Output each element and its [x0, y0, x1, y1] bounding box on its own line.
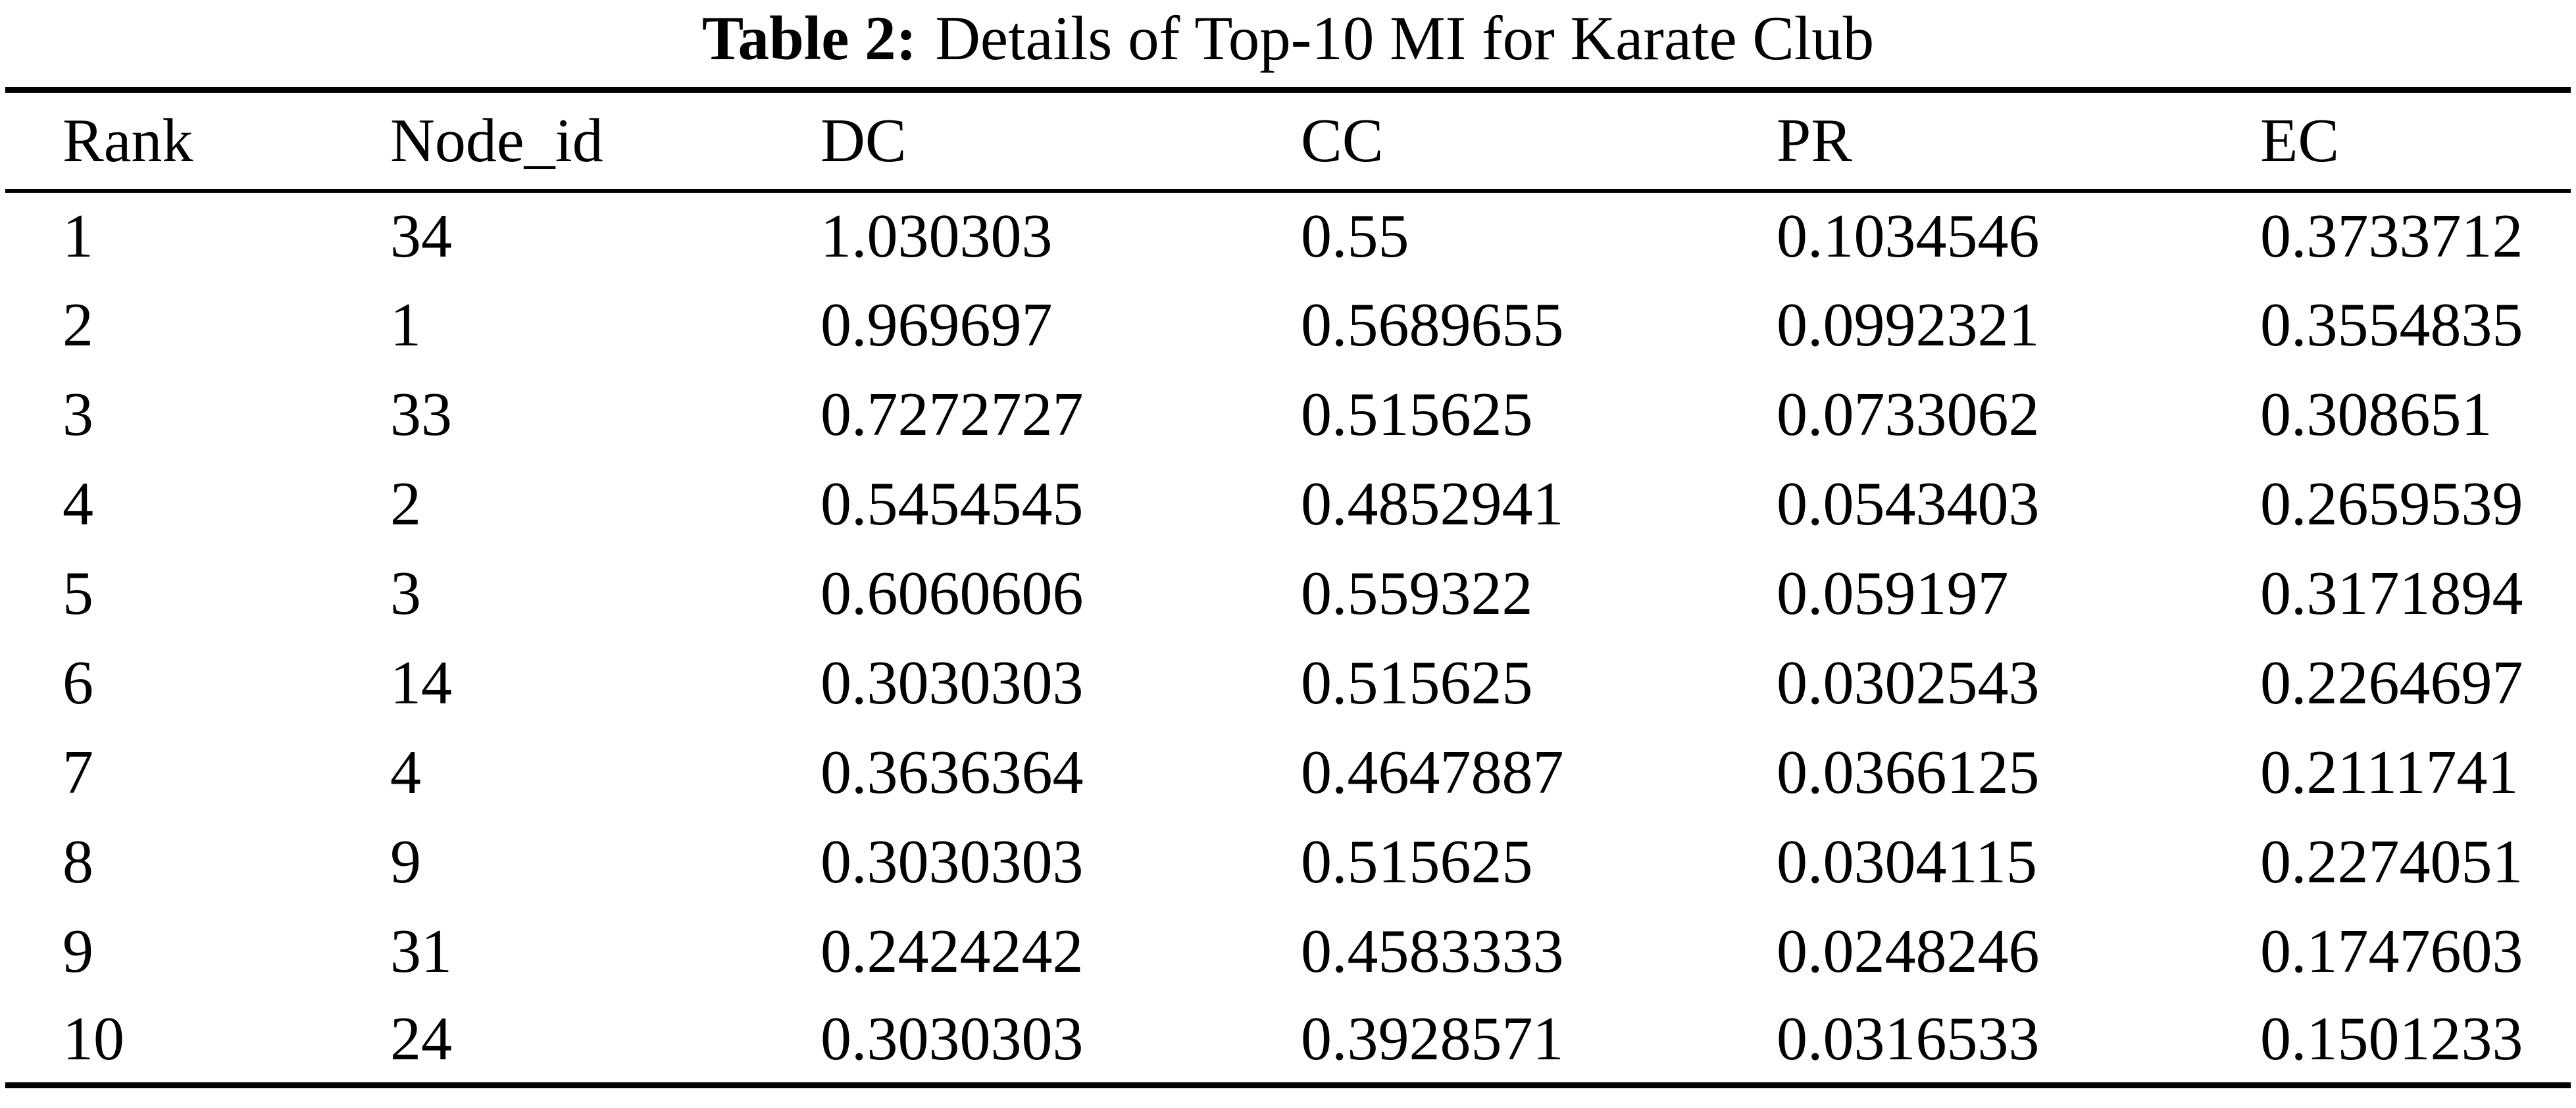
cell-dc: 0.2424242 — [821, 917, 1084, 986]
cell-cc: 0.3928571 — [1301, 1005, 1564, 1074]
table-row: 7 4 0.3636364 0.4647887 0.0366125 0.2111… — [5, 728, 2571, 817]
cell-node-id: 4 — [390, 738, 421, 807]
cell-pr: 0.0302543 — [1777, 648, 2040, 717]
cell-pr: 0.0992321 — [1777, 290, 2040, 359]
table-row: 3 33 0.7272727 0.515625 0.0733062 0.3086… — [5, 370, 2571, 459]
cell-cc: 0.515625 — [1301, 827, 1533, 896]
cell-rank: 9 — [63, 917, 93, 986]
mi-table: Rank Node_id DC CC PR EC 1 34 1.030303 0… — [5, 87, 2571, 1088]
column-header-dc: DC — [821, 106, 907, 175]
cell-rank: 10 — [63, 1005, 124, 1074]
cell-dc: 0.5454545 — [821, 469, 1084, 538]
table-row: 2 1 0.969697 0.5689655 0.0992321 0.35548… — [5, 280, 2571, 370]
cell-pr: 0.0366125 — [1777, 738, 2040, 807]
cell-cc: 0.4647887 — [1301, 738, 1564, 807]
cell-pr: 0.1034546 — [1777, 202, 2040, 270]
cell-ec: 0.2659539 — [2260, 469, 2523, 538]
column-header-cc: CC — [1301, 106, 1384, 175]
cell-ec: 0.3554835 — [2260, 290, 2523, 359]
table-header-row: Rank Node_id DC CC PR EC — [5, 90, 2571, 191]
cell-rank: 7 — [63, 738, 93, 807]
cell-rank: 8 — [63, 827, 93, 896]
cell-cc: 0.4852941 — [1301, 469, 1564, 538]
cell-rank: 4 — [63, 469, 93, 538]
cell-cc: 0.515625 — [1301, 648, 1533, 717]
table-row: 8 9 0.3030303 0.515625 0.0304115 0.22740… — [5, 817, 2571, 907]
cell-ec: 0.2274051 — [2260, 827, 2523, 896]
cell-ec: 0.1747603 — [2260, 917, 2523, 986]
column-header-rank: Rank — [63, 106, 193, 175]
table-row: 4 2 0.5454545 0.4852941 0.0543403 0.2659… — [5, 459, 2571, 549]
cell-node-id: 3 — [390, 559, 421, 628]
cell-rank: 1 — [63, 202, 93, 270]
cell-pr: 0.059197 — [1777, 559, 2009, 628]
cell-node-id: 9 — [390, 827, 421, 896]
cell-node-id: 33 — [390, 380, 452, 449]
cell-ec: 0.308651 — [2260, 380, 2492, 449]
cell-dc: 0.3636364 — [821, 738, 1084, 807]
cell-cc: 0.5689655 — [1301, 290, 1564, 359]
cell-ec: 0.2264697 — [2260, 648, 2523, 717]
cell-dc: 1.030303 — [821, 202, 1053, 270]
cell-ec: 0.2111741 — [2260, 738, 2519, 807]
table-body: 1 34 1.030303 0.55 0.1034546 0.3733712 2… — [5, 191, 2571, 1086]
cell-dc: 0.3030303 — [821, 1005, 1084, 1074]
table-row: 10 24 0.3030303 0.3928571 0.0316533 0.15… — [5, 996, 2571, 1086]
table-caption: Table 2: Details of Top-10 MI for Karate … — [0, 0, 2576, 87]
cell-node-id: 24 — [390, 1005, 452, 1074]
cell-dc: 0.6060606 — [821, 559, 1084, 628]
cell-node-id: 34 — [390, 202, 452, 270]
cell-rank: 3 — [63, 380, 93, 449]
column-header-ec: EC — [2260, 106, 2340, 175]
cell-pr: 0.0733062 — [1777, 380, 2040, 449]
table-header: Rank Node_id DC CC PR EC — [5, 90, 2571, 191]
table-caption-text: Details of Top-10 MI for Karate Club — [935, 3, 1875, 73]
cell-node-id: 1 — [390, 290, 421, 359]
cell-node-id: 2 — [390, 469, 421, 538]
cell-node-id: 14 — [390, 648, 452, 717]
table-row: 9 31 0.2424242 0.4583333 0.0248246 0.174… — [5, 907, 2571, 996]
table-row: 1 34 1.030303 0.55 0.1034546 0.3733712 — [5, 191, 2571, 280]
cell-ec: 0.3733712 — [2260, 202, 2523, 270]
cell-cc: 0.515625 — [1301, 380, 1533, 449]
table-caption-number: Table 2: — [701, 3, 917, 73]
cell-pr: 0.0304115 — [1777, 827, 2038, 896]
cell-node-id: 31 — [390, 917, 452, 986]
cell-pr: 0.0316533 — [1777, 1005, 2040, 1074]
cell-ec: 0.1501233 — [2260, 1005, 2523, 1074]
cell-dc: 0.3030303 — [821, 827, 1084, 896]
cell-dc: 0.3030303 — [821, 648, 1084, 717]
column-header-pr: PR — [1777, 106, 1852, 175]
cell-cc: 0.559322 — [1301, 559, 1533, 628]
cell-rank: 2 — [63, 290, 93, 359]
cell-ec: 0.3171894 — [2260, 559, 2523, 628]
cell-cc: 0.55 — [1301, 202, 1409, 270]
cell-dc: 0.7272727 — [821, 380, 1084, 449]
cell-rank: 5 — [63, 559, 93, 628]
table-row: 6 14 0.3030303 0.515625 0.0302543 0.2264… — [5, 638, 2571, 728]
column-header-node-id: Node_id — [390, 106, 603, 175]
table-row: 5 3 0.6060606 0.559322 0.059197 0.317189… — [5, 549, 2571, 638]
cell-cc: 0.4583333 — [1301, 917, 1564, 986]
cell-pr: 0.0543403 — [1777, 469, 2040, 538]
cell-dc: 0.969697 — [821, 290, 1053, 359]
cell-rank: 6 — [63, 648, 93, 717]
cell-pr: 0.0248246 — [1777, 917, 2040, 986]
